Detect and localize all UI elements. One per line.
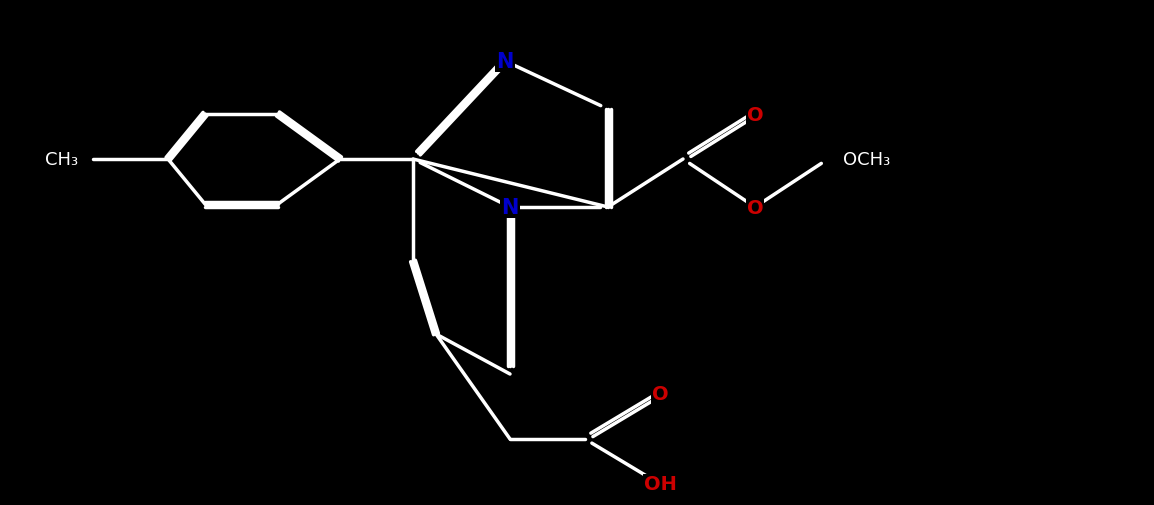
Text: O: O bbox=[747, 198, 763, 217]
Text: O: O bbox=[747, 105, 763, 124]
Text: O: O bbox=[652, 385, 668, 403]
Text: OH: OH bbox=[644, 475, 676, 493]
Text: N: N bbox=[501, 197, 518, 218]
Text: CH₃: CH₃ bbox=[45, 150, 78, 169]
Text: OCH₃: OCH₃ bbox=[844, 150, 890, 169]
Text: N: N bbox=[496, 52, 514, 72]
